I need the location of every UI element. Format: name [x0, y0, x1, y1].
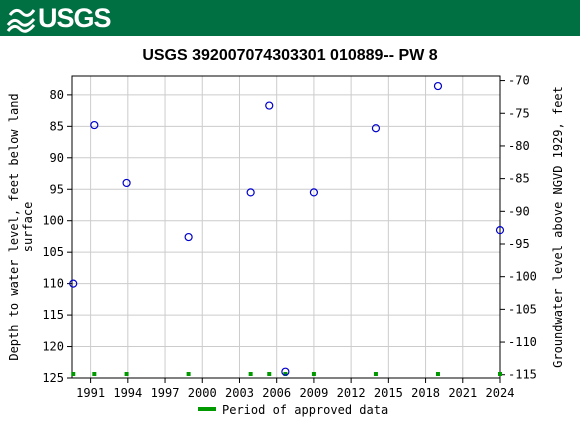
x-tick-label: 1997: [151, 386, 180, 400]
x-tick-label: 2006: [262, 386, 291, 400]
x-tick-label: 1991: [76, 386, 105, 400]
x-tick-label: 2000: [188, 386, 217, 400]
left-y-tick-label: 90: [50, 151, 64, 165]
x-tick-label: 1994: [113, 386, 142, 400]
data-point: [184, 232, 193, 242]
left-y-axis-ticks: 80 85 90 95 100 105 110 115 120 125: [42, 88, 72, 385]
right-y-tick-label: -105: [508, 302, 537, 316]
approved-period-mark: [498, 372, 502, 376]
approved-period-mark: [283, 372, 288, 376]
data-point: [433, 81, 443, 91]
data-point: [309, 188, 319, 197]
right-y-tick-label: -90: [508, 204, 530, 218]
left-axis-label-line1: Depth to water level, feet below land: [7, 93, 21, 360]
approved-period-mark: [248, 372, 253, 376]
left-y-tick-label: 105: [42, 245, 64, 259]
right-y-tick-label: -100: [508, 270, 537, 284]
right-y-tick-label: -75: [508, 106, 530, 120]
chart-title: USGS 392007074303301 010889-- PW 8: [142, 47, 437, 64]
x-tick-label: 2003: [225, 386, 254, 400]
left-y-tick-label: 120: [42, 340, 64, 354]
usgs-wave-icon: [6, 8, 36, 33]
right-y-tick-label: -110: [508, 335, 537, 349]
left-y-tick-label: 85: [50, 119, 64, 133]
data-point: [122, 178, 131, 188]
approved-period-marks: [71, 372, 502, 376]
data-point: [495, 226, 505, 235]
approved-period-mark: [71, 372, 76, 376]
approved-period-mark: [124, 372, 129, 376]
left-y-tick-label: 95: [50, 182, 64, 196]
right-y-tick-label: -70: [508, 74, 530, 88]
right-axis-label: Groundwater level above NGVD 1929, feet: [551, 86, 565, 368]
plot-area-frame: [71, 75, 501, 379]
data-point: [246, 188, 255, 197]
approved-period-mark: [435, 372, 440, 376]
x-tick-label: 2021: [448, 386, 477, 400]
x-tick-label: 2015: [374, 386, 403, 400]
left-y-tick-label: 115: [42, 308, 64, 322]
approved-period-mark: [267, 372, 272, 376]
x-axis-ticks: 1991 1994 1997 2000 2003 2006 2009 2012 2015 2018…: [76, 378, 514, 400]
data-point: [69, 279, 78, 288]
data-point: [90, 120, 99, 130]
right-y-tick-label: -80: [508, 139, 530, 153]
x-tick-label: 2012: [337, 386, 366, 400]
usgs-logo-text: USGS: [38, 3, 112, 33]
right-y-tick-label: -115: [508, 368, 537, 382]
approved-period-mark: [311, 372, 316, 376]
data-point: [265, 101, 274, 110]
x-tick-label: 2018: [411, 386, 440, 400]
right-y-axis-ticks: -70 -75 -80 -85 -90 -95 -100 -105 -110 -115: [500, 74, 537, 382]
x-tick-label: 2024: [486, 386, 515, 400]
approved-period-mark: [373, 372, 378, 376]
approved-period-mark: [186, 372, 191, 376]
right-y-tick-label: -85: [508, 172, 530, 186]
legend-swatch: [198, 407, 216, 411]
legend-label: Period of approved data: [222, 403, 388, 417]
data-point: [371, 124, 381, 133]
left-y-tick-label: 80: [50, 88, 64, 102]
usgs-header-bar: USGS: [0, 0, 580, 38]
data-points: [69, 81, 505, 376]
grid-lines: [72, 76, 501, 379]
data-point: [281, 367, 290, 376]
x-tick-label: 2009: [299, 386, 328, 400]
left-axis-label-line2: surface: [21, 202, 35, 253]
left-y-tick-label: 125: [42, 371, 64, 385]
left-y-tick-label: 100: [42, 214, 64, 228]
approved-period-mark: [92, 372, 97, 376]
right-y-tick-label: -95: [508, 237, 530, 251]
left-y-tick-label: 110: [42, 277, 64, 291]
